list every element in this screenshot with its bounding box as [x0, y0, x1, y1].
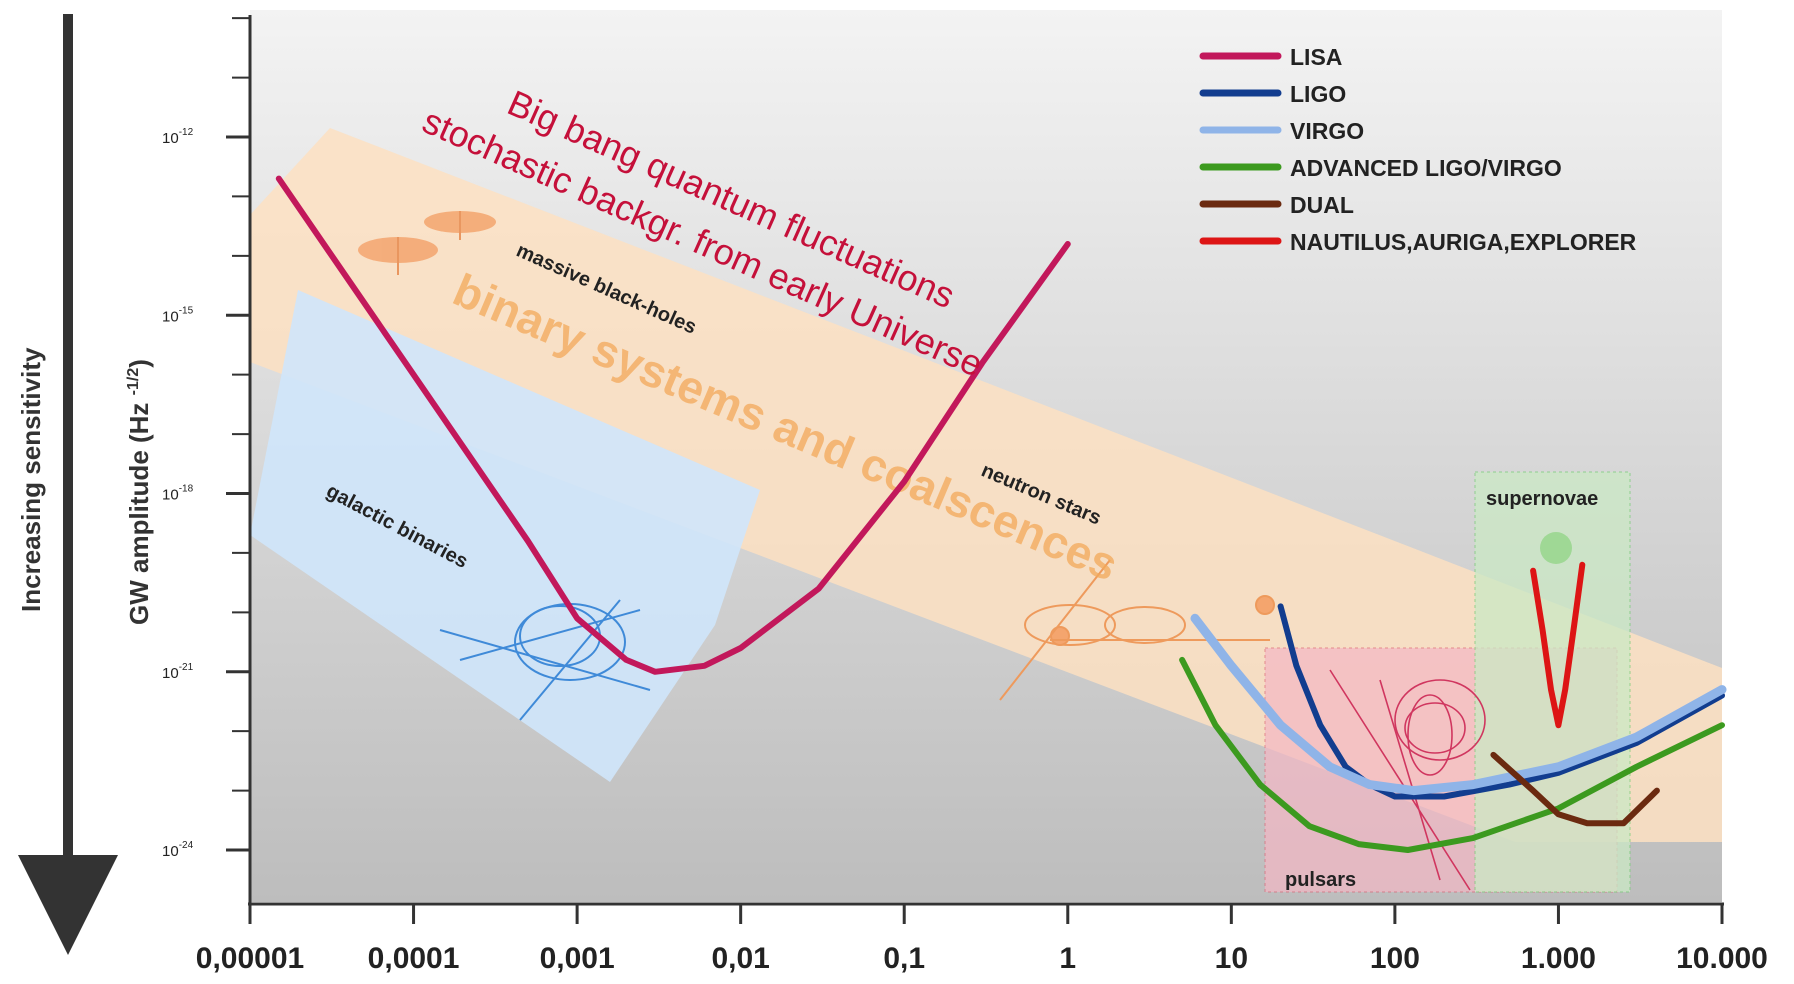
- x-tick-label: 1: [1059, 942, 1076, 975]
- massive-black-holes-sketch: [358, 211, 496, 275]
- series-line-dual: [1490, 751, 1660, 827]
- legend-label: VIRGO: [1290, 118, 1364, 144]
- series-line-ligo: [1277, 603, 1725, 800]
- x-tick-label: 100: [1370, 942, 1420, 975]
- legend-label: NAUTILUS,AURIGA,EXPLORER: [1290, 229, 1637, 255]
- y-tick-base: 10: [162, 487, 179, 504]
- series-line-lisa: [275, 175, 1071, 675]
- x-tick-label: 1.000: [1521, 942, 1596, 975]
- y-tick-base: 10: [162, 130, 179, 147]
- y-tick-label: 10-24: [162, 840, 194, 860]
- x-tick-label: 10.000: [1676, 942, 1768, 975]
- series-line-virgo: [1190, 613, 1727, 796]
- y-tick-exponent: -21: [179, 662, 194, 673]
- series-line-nautilus-auriga-explorer: [1530, 561, 1586, 729]
- y-tick-exponent: -15: [179, 305, 194, 316]
- x-tick-label: 0,1: [883, 942, 925, 975]
- y-tick-label: 10-15: [162, 305, 194, 325]
- y-tick-label: 10-18: [162, 484, 194, 504]
- x-tick-label: 10: [1215, 942, 1248, 975]
- legend-label: DUAL: [1290, 192, 1354, 218]
- supernova-sketch: [1540, 532, 1572, 564]
- y-axis-title-close: ): [124, 359, 154, 368]
- x-tick-label: 0,00001: [196, 942, 304, 975]
- y-axis-title-text: GW amplitude (Hz: [124, 395, 154, 625]
- x-axis-ticks: 0,00001 0,0001 0,001 0,01 0,1 1 10 100 1.000 10.0…: [196, 904, 1768, 975]
- y-axis-title: GW amplitude (Hz -1/2): [124, 359, 154, 625]
- neutron-stars-sketch: [999, 559, 1275, 701]
- y-tick-exponent: -12: [179, 127, 194, 138]
- y-tick-exponent: -18: [179, 484, 194, 495]
- legend-label: LISA: [1290, 44, 1342, 70]
- pulsars-label: pulsars: [1285, 869, 1356, 891]
- y-tick-base: 10: [162, 665, 179, 682]
- y-axis-title-exponent: -1/2: [125, 368, 142, 396]
- y-tick-label: 10-21: [162, 662, 194, 682]
- sensitivity-label: Increasing sensitivity: [16, 347, 46, 612]
- y-tick-exponent: -24: [179, 840, 194, 851]
- x-tick-label: 0,0001: [368, 942, 460, 975]
- series-line-advanced-ligo-virgo: [1179, 656, 1725, 853]
- legend-label: ADVANCED LIGO/VIRGO: [1290, 155, 1562, 181]
- y-tick-label: 10-12: [162, 127, 194, 147]
- y-tick-base: 10: [162, 308, 179, 325]
- legend-label: LIGO: [1290, 81, 1346, 107]
- x-tick-label: 0,001: [540, 942, 615, 975]
- series-layer: [275, 175, 1727, 853]
- x-tick-label: 0,01: [711, 942, 769, 975]
- supernovae-label: supernovae: [1486, 488, 1598, 510]
- galactic-binaries-region: [250, 290, 760, 782]
- y-tick-base: 10: [162, 843, 179, 860]
- legend: LISA LIGO VIRGO ADVANCED LIGO/VIRGO DUAL NAUT…: [1199, 44, 1637, 255]
